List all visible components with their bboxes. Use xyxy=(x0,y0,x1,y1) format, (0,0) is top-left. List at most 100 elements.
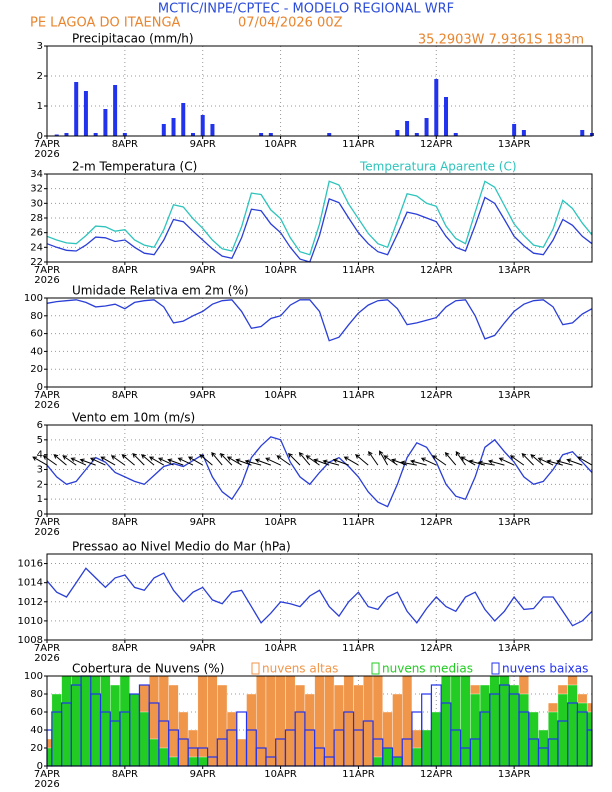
y-tick-label: 1010 xyxy=(18,616,43,627)
bar xyxy=(122,133,127,136)
bar xyxy=(285,675,296,767)
y-tick-label: 1012 xyxy=(18,597,43,608)
x-tick-label: 13APR xyxy=(498,517,531,528)
y-tick-label: 1016 xyxy=(18,559,43,570)
wind-arrow xyxy=(158,457,174,466)
x-tick-label: 11APR xyxy=(342,643,375,654)
wind-arrow xyxy=(355,454,369,466)
bar xyxy=(119,675,130,767)
year-label: 2026 xyxy=(34,527,59,538)
x-tick-label: 12APR xyxy=(420,643,453,654)
wind-arrow xyxy=(368,451,379,466)
line-series xyxy=(46,567,593,627)
bar xyxy=(470,693,481,767)
wind-arrow xyxy=(432,455,447,466)
wind-arrow xyxy=(121,454,135,466)
bar xyxy=(557,693,568,767)
x-tick-label: 9APR xyxy=(190,390,216,401)
y-tick-label: 0 xyxy=(37,382,43,393)
wind-arrow xyxy=(313,458,330,466)
y-tick-label: 28 xyxy=(30,213,43,224)
bar xyxy=(434,79,439,136)
y-tick-label: 4 xyxy=(37,450,43,461)
y-tick-label: 60 xyxy=(30,707,43,718)
bar xyxy=(80,675,91,767)
x-tick-label: 7APR xyxy=(34,390,60,401)
wind-arrow xyxy=(521,452,534,466)
wind-arrow xyxy=(468,459,486,466)
bar xyxy=(158,747,169,767)
year-label: 2026 xyxy=(34,400,59,411)
x-tick-label: 10APR xyxy=(264,265,297,276)
x-tick-label: 8APR xyxy=(112,390,138,401)
bar xyxy=(90,675,101,767)
x-tick-label: 11APR xyxy=(342,265,375,276)
year-label: 2026 xyxy=(34,275,59,286)
bar xyxy=(259,133,264,136)
y-tick-label: 2 xyxy=(37,71,43,82)
wind-arrow xyxy=(460,456,476,466)
bar xyxy=(139,711,150,767)
wind-arrow xyxy=(379,450,389,466)
wind-arrow xyxy=(287,452,301,466)
bar xyxy=(567,684,578,767)
coordinates: 35.2903W 7.9361S 183m xyxy=(418,33,584,48)
x-tick-label: 8APR xyxy=(112,517,138,528)
x-tick-label: 13APR xyxy=(498,643,531,654)
plot-frame xyxy=(46,45,593,137)
plot-frame xyxy=(46,297,593,388)
panel-title: Precipitacao (mm/h) xyxy=(72,32,194,46)
wind-arrow xyxy=(149,456,165,466)
wind-arrow xyxy=(577,456,593,466)
bar xyxy=(521,130,526,136)
y-tick-label: 0 xyxy=(37,761,43,772)
x-tick-label: 7APR xyxy=(34,643,60,654)
wind-arrow xyxy=(332,458,349,466)
x-tick-label: 11APR xyxy=(342,769,375,780)
x-tick-label: 9APR xyxy=(190,643,216,654)
legend-swatch xyxy=(371,662,380,675)
x-tick-label: 7APR xyxy=(34,769,60,780)
y-tick-label: 60 xyxy=(30,329,43,340)
wind-arrow xyxy=(70,457,87,466)
bar xyxy=(190,133,195,136)
x-tick-label: 12APR xyxy=(420,769,453,780)
wind-arrow xyxy=(487,459,505,466)
x-tick-label: 13APR xyxy=(498,139,531,150)
bar xyxy=(54,134,59,136)
wind-arrow xyxy=(537,457,554,466)
wind-arrow xyxy=(219,452,233,466)
bar xyxy=(499,675,510,767)
y-tick-label: 22 xyxy=(30,257,43,268)
bar xyxy=(411,747,422,767)
bar xyxy=(518,693,529,767)
x-tick-label: 9APR xyxy=(190,139,216,150)
run-time: 07/04/2026 00Z xyxy=(238,16,343,31)
line-series xyxy=(46,436,593,508)
wind-arrow xyxy=(410,459,427,466)
wind-arrow xyxy=(455,451,466,466)
x-tick-label: 7APR xyxy=(34,517,60,528)
wind-arrow xyxy=(62,455,77,466)
wind-arrow xyxy=(556,459,573,466)
wind-arrow xyxy=(226,456,242,466)
bar xyxy=(187,756,199,767)
location: PE LAGOA DO ITAENGA xyxy=(30,16,181,31)
x-tick-label: 13APR xyxy=(498,390,531,401)
legend-swatch xyxy=(251,662,260,675)
wind-arrow xyxy=(276,455,291,466)
bar xyxy=(207,675,218,767)
plot-frame xyxy=(46,424,593,515)
bar xyxy=(431,711,442,767)
bar xyxy=(392,693,403,767)
x-tick-label: 10APR xyxy=(264,390,297,401)
x-tick-label: 8APR xyxy=(112,643,138,654)
x-tick-label: 12APR xyxy=(420,517,453,528)
bar xyxy=(453,133,458,136)
wind-arrow xyxy=(298,452,311,466)
bar xyxy=(479,684,491,767)
bar xyxy=(51,693,62,767)
wind-arrow xyxy=(546,459,563,466)
wind-arrow xyxy=(343,456,359,466)
bar xyxy=(236,738,247,767)
